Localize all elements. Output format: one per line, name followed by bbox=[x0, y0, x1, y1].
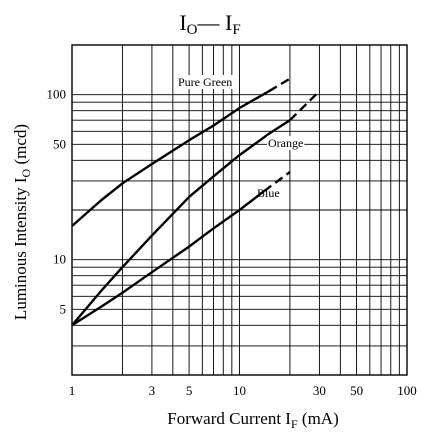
series-extrapolation-blue bbox=[263, 171, 291, 193]
x-tick-label: 100 bbox=[397, 383, 417, 398]
series-line-pure-green bbox=[71, 90, 270, 227]
y-tick-label: 100 bbox=[47, 87, 67, 102]
series-lines bbox=[71, 77, 321, 327]
x-tick-label: 10 bbox=[233, 383, 246, 398]
y-tick-label: 5 bbox=[60, 301, 67, 316]
grid bbox=[72, 45, 407, 375]
y-tick-label: 10 bbox=[53, 252, 66, 267]
chart-title: IO— IF bbox=[179, 10, 240, 38]
x-tick-label: 5 bbox=[186, 383, 193, 398]
x-axis-title: Forward Current IF (mA) bbox=[167, 409, 338, 431]
x-tick-label: 50 bbox=[350, 383, 363, 398]
series-label-background bbox=[177, 75, 234, 89]
series-labels: Pure Green Orange Blue bbox=[177, 75, 305, 200]
x-tick-label: 3 bbox=[149, 383, 156, 398]
series-line-blue bbox=[71, 190, 265, 327]
series-line-orange bbox=[71, 119, 291, 327]
x-tick-label: 1 bbox=[69, 383, 76, 398]
series-label-pure-green: Pure Green bbox=[178, 75, 232, 89]
series-label-background bbox=[267, 136, 305, 150]
series-label-orange: Orange bbox=[268, 136, 303, 150]
tick-labels: 1 3 5 10 30 50 100 5 10 50 100 bbox=[47, 87, 417, 398]
series-extrapolation-pure-green bbox=[268, 77, 291, 93]
y-axis-title: Luminous Intensity IO (mcd) bbox=[11, 124, 33, 320]
series-label-blue: Blue bbox=[257, 186, 280, 200]
plot-frame bbox=[71, 44, 408, 376]
y-tick-label: 50 bbox=[53, 136, 66, 151]
series-extrapolation-orange bbox=[289, 90, 321, 122]
x-tick-label: 30 bbox=[313, 383, 326, 398]
